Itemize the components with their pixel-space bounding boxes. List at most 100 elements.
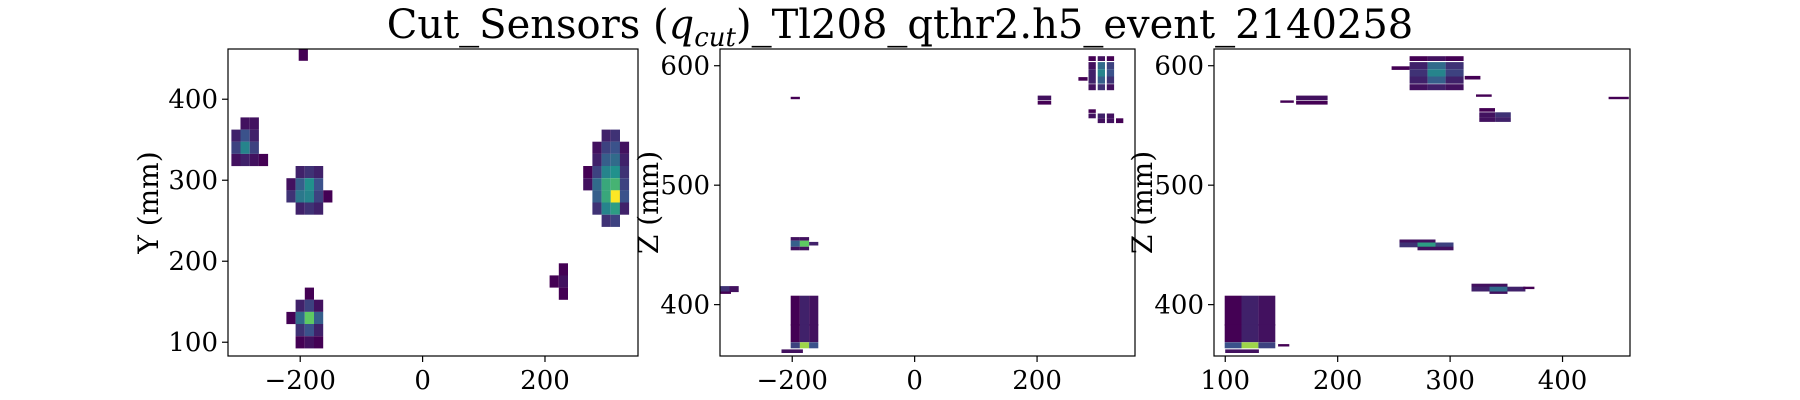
heatmap-cell — [1608, 96, 1629, 100]
heatmap-cell — [619, 190, 630, 203]
heatmap-cell — [304, 311, 314, 325]
heatmap-cell — [1258, 342, 1276, 349]
heatmap-cell — [610, 153, 620, 167]
heatmap-cell — [601, 202, 611, 215]
heatmap-cell — [304, 336, 314, 349]
heatmap-cell — [1427, 56, 1446, 61]
y-tick-label: 400 — [168, 85, 218, 115]
heatmap-cell — [1445, 62, 1464, 70]
heatmap-cell — [799, 246, 810, 251]
heatmap-cell — [1409, 84, 1428, 91]
heatmap-cell — [1495, 112, 1511, 118]
heatmap-cell — [1106, 62, 1115, 70]
heatmap-cell — [1224, 342, 1242, 349]
heatmap-cell — [1241, 324, 1259, 343]
heatmap-cell — [1464, 75, 1481, 80]
heatmap-cell — [1097, 84, 1105, 91]
heatmap-cell — [1489, 283, 1508, 288]
y-tick-label: 600 — [1154, 52, 1204, 82]
heatmap-cell — [249, 153, 259, 167]
heatmap-cell — [1097, 118, 1105, 124]
heatmap-cell — [1471, 286, 1490, 292]
panel-xz: −200 0 200 400 500 600 Z (mm) — [632, 48, 1136, 396]
heatmap-cell — [1225, 349, 1259, 353]
heatmap-cell — [790, 240, 800, 247]
heatmap-cell — [601, 166, 611, 179]
heatmap-cell — [314, 178, 324, 191]
heatmap-cell — [1116, 118, 1124, 124]
heatmap-cell — [1078, 77, 1088, 81]
heatmap-cell — [1037, 101, 1052, 105]
heatmap-cell — [1471, 283, 1490, 288]
axes-frame — [719, 48, 1136, 357]
x-tick-label: −200 — [757, 366, 828, 396]
heatmap-cell — [1106, 56, 1115, 61]
heatmap-cell — [558, 287, 568, 300]
heatmap-cell — [601, 129, 611, 142]
heatmap-cells — [231, 49, 630, 349]
heatmap-cell — [1088, 69, 1096, 77]
heatmap-cell — [240, 117, 250, 130]
heatmap-cell — [799, 324, 810, 343]
x-tick-label: 200 — [1313, 366, 1363, 396]
heatmap-cell — [1523, 286, 1535, 290]
heatmap-cell — [1427, 76, 1446, 84]
heatmap-cell — [1417, 246, 1436, 251]
heatmap-cell — [619, 202, 630, 215]
heatmap-cell — [314, 336, 324, 349]
heatmap-cell — [1479, 117, 1495, 122]
x-tick-label: 300 — [1425, 366, 1475, 396]
heatmap-cell — [249, 117, 259, 130]
x-tick-label: 200 — [520, 366, 570, 396]
heatmap-cell — [1097, 76, 1105, 84]
heatmap-cell — [1435, 246, 1454, 251]
heatmap-cell — [240, 129, 250, 142]
panel-yz: 100 200 300 400 400 500 600 Z (mm) — [1126, 48, 1631, 396]
panel-xy: −200 0 200 100 200 300 400 Y (mm) — [132, 48, 639, 396]
y-tick-label: 400 — [1154, 291, 1204, 321]
heatmap-cell — [304, 202, 314, 215]
heatmap-cell — [1224, 324, 1242, 343]
heatmap-cell — [1037, 95, 1052, 101]
heatmap-cell — [1409, 69, 1428, 77]
heatmap-cell — [1088, 109, 1096, 113]
heatmap-cell — [1106, 76, 1115, 84]
heatmap-cell — [295, 299, 305, 312]
heatmap-cell — [619, 166, 630, 179]
y-tick-label: 500 — [660, 171, 710, 201]
heatmap-cell — [1409, 56, 1428, 61]
heatmap-cell — [1278, 344, 1290, 347]
heatmap-cell — [1495, 117, 1511, 122]
heatmap-cell — [295, 202, 305, 215]
heatmap-cell — [1409, 76, 1428, 84]
y-axis-label: Z (mm) — [1126, 151, 1159, 254]
heatmap-cell — [549, 275, 559, 288]
heatmap-cell — [1097, 69, 1105, 77]
x-tick-label: −200 — [264, 366, 335, 396]
heatmap-cell — [799, 237, 810, 241]
heatmap-cell — [1088, 56, 1096, 61]
heatmap-cell — [304, 324, 314, 337]
heatmap-cell — [790, 96, 800, 100]
heatmap-cell — [1106, 118, 1115, 124]
heatmap-cell — [1435, 242, 1454, 248]
heatmap-cell — [1427, 62, 1446, 70]
heatmap-cell — [1479, 108, 1495, 112]
y-axis-label: Y (mm) — [132, 151, 165, 254]
heatmap-cell — [592, 141, 602, 154]
heatmap-cell — [1258, 295, 1276, 326]
heatmap-cell — [592, 178, 602, 191]
heatmap-cell — [592, 202, 602, 215]
heatmap-cell — [809, 342, 819, 349]
y-tick-label: 100 — [168, 328, 218, 358]
heatmap-cell — [1507, 286, 1526, 292]
heatmap-cell — [720, 286, 730, 293]
heatmap-cell — [610, 166, 620, 179]
heatmap-cell — [809, 295, 819, 326]
heatmap-cell — [592, 166, 602, 179]
heatmap-cell — [295, 311, 305, 325]
heatmap-cell — [601, 178, 611, 191]
heatmap-cell — [592, 153, 602, 167]
heatmap-cell — [1427, 84, 1446, 91]
heatmap-cell — [231, 129, 241, 142]
